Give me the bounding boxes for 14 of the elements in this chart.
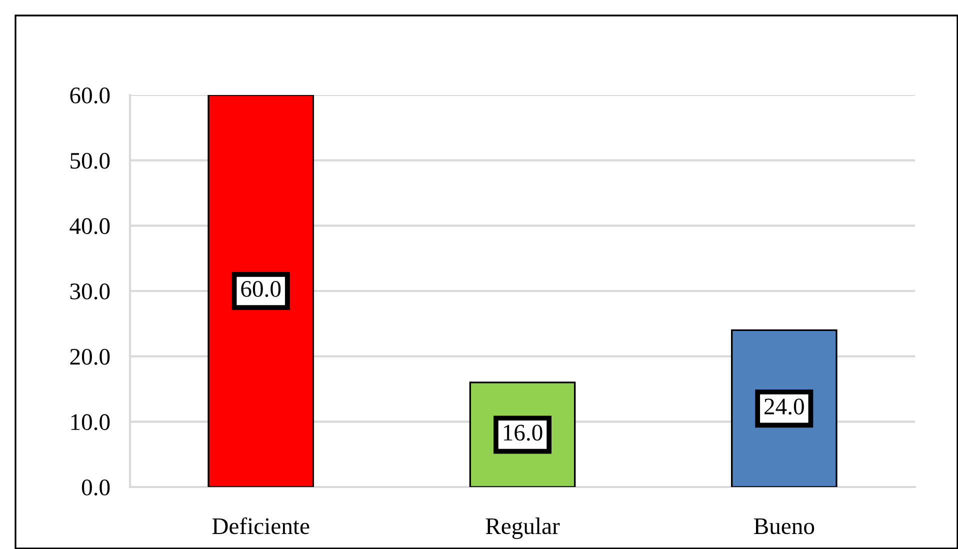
x-tick-label: Regular — [486, 518, 560, 540]
y-tick-label: 60.0 — [70, 87, 110, 104]
y-tick-label: 50.0 — [70, 152, 110, 169]
x-tick-label: Bueno — [754, 518, 814, 534]
data-label: 60.0 — [241, 280, 281, 298]
y-tick-label: 0.0 — [82, 479, 110, 496]
data-label: 24.0 — [764, 398, 804, 415]
y-tick-label: 40.0 — [70, 218, 110, 234]
y-tick-label: 30.0 — [70, 283, 110, 300]
bar — [208, 95, 314, 487]
y-tick-label: 20.0 — [70, 348, 110, 365]
x-tick-label: Deficiente — [212, 517, 310, 534]
y-tick-label: 10.0 — [71, 414, 110, 430]
data-label: 16.0 — [504, 424, 542, 441]
